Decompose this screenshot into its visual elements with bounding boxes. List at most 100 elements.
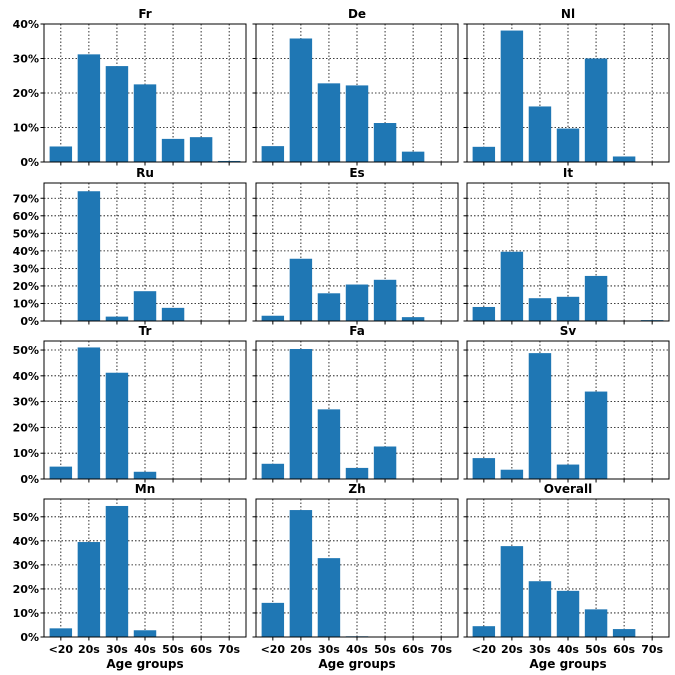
x-tick-label: 60s (613, 643, 635, 656)
panel-title: Fr (138, 7, 151, 21)
panel-title: Sv (560, 324, 577, 338)
x-tick-label: <20 (472, 643, 497, 656)
x-tick-label: 70s (218, 643, 240, 656)
x-tick-label: 50s (585, 643, 607, 656)
bar-60s (612, 629, 636, 637)
bar-20s (77, 191, 101, 321)
x-tick-label: 30s (529, 643, 551, 656)
bar-30s (528, 106, 552, 162)
bar-30s (528, 298, 552, 321)
bar-30s (105, 372, 129, 479)
axes-frame (43, 340, 247, 480)
bar-20s (289, 38, 313, 162)
panel-title: Ru (136, 166, 154, 180)
bar-30s (528, 581, 552, 637)
panel-title: It (563, 166, 573, 180)
bar-20s (500, 546, 524, 637)
bar-50s (373, 446, 397, 479)
x-tick-label: 40s (346, 643, 368, 656)
y-tick-label: 30% (13, 396, 39, 409)
axes-frame (43, 498, 247, 638)
bar-30s (317, 293, 341, 321)
panel-title: De (348, 7, 366, 21)
x-axis-label: Age groups (106, 657, 183, 671)
y-tick-label: 40% (13, 18, 39, 31)
y-tick-label: 10% (13, 122, 39, 135)
y-tick-label: 60% (13, 210, 39, 223)
bar-40s (133, 84, 157, 162)
bar-40s (345, 284, 369, 321)
axes-frame (255, 340, 459, 480)
panel-zh: Zh <20 20s 30s 40s 50s 60s 70s Age groups (252, 482, 459, 671)
bar-50s (584, 391, 608, 479)
y-tick-label: 30% (13, 53, 39, 66)
y-tick-label: 0% (20, 631, 39, 644)
y-tick-label: 10% (13, 607, 39, 620)
panel-title: Es (349, 166, 364, 180)
y-tick-label: 20% (13, 87, 39, 100)
panel-ru: 0% 10% 20% 30% 40% 50% 60% 70% Ru (13, 166, 247, 328)
x-tick-label: 30s (318, 643, 340, 656)
y-tick-label: 0% (20, 156, 39, 169)
bar-20s (289, 510, 313, 637)
y-tick-label: 0% (20, 315, 39, 328)
x-tick-label: 40s (557, 643, 579, 656)
bar-40s (345, 85, 369, 162)
bar-60s (401, 151, 425, 162)
bar-30s (317, 558, 341, 637)
x-axis-label: Age groups (318, 657, 395, 671)
panel-title: Mn (135, 482, 155, 496)
bar-20s (500, 30, 524, 163)
bar-20s (289, 348, 313, 479)
y-tick-label: 40% (13, 245, 39, 258)
x-tick-label: 20s (78, 643, 100, 656)
bar-40s (345, 467, 369, 479)
x-tick-label: 20s (290, 643, 312, 656)
x-tick-label: 60s (190, 643, 212, 656)
bar-60s (401, 317, 425, 321)
x-tick-label: 30s (106, 643, 128, 656)
axes-frame (466, 340, 670, 480)
y-tick-label: 50% (13, 227, 39, 240)
x-axis-label: Age groups (529, 657, 606, 671)
axes-frame (255, 498, 459, 638)
bar-<20 (49, 466, 73, 479)
x-tick-label: 50s (374, 643, 396, 656)
panel-title: Fa (349, 324, 365, 338)
x-tick-label: 60s (402, 643, 424, 656)
bar-40s (556, 464, 580, 479)
bar-<20 (261, 602, 285, 637)
bar-30s (105, 505, 129, 637)
y-tick-label: 20% (13, 421, 39, 434)
panel-title: Tr (139, 324, 152, 338)
panel-title: Zh (348, 482, 365, 496)
bar-50s (161, 138, 185, 162)
y-tick-label: 70% (13, 192, 39, 205)
bar-<20 (472, 458, 496, 479)
bar-50s (584, 275, 608, 321)
bar-20s (77, 54, 101, 162)
panel-de: De (252, 7, 459, 166)
bar-20s (289, 258, 313, 321)
x-tick-label: 40s (134, 643, 156, 656)
bar-40s (556, 128, 580, 162)
bar-50s (584, 609, 608, 637)
bar-40s (556, 296, 580, 321)
x-tick-label: 70s (430, 643, 452, 656)
y-tick-label: 0% (20, 473, 39, 486)
bar-30s (528, 353, 552, 479)
x-tick-label: <20 (49, 643, 74, 656)
bar-<20 (49, 628, 73, 637)
bar-60s (189, 137, 213, 162)
bar-40s (556, 590, 580, 637)
bar-20s (500, 469, 524, 479)
bar-50s (161, 307, 185, 321)
bar-40s (133, 630, 157, 637)
panel-tr: 0% 10% 20% 30% 40% 50% Tr (13, 324, 247, 486)
panel-title: Overall (544, 482, 592, 496)
bar-20s (77, 542, 101, 637)
bar-30s (105, 66, 129, 162)
y-tick-label: 20% (13, 583, 39, 596)
x-tick-label: <20 (261, 643, 286, 656)
y-tick-label: 40% (13, 535, 39, 548)
